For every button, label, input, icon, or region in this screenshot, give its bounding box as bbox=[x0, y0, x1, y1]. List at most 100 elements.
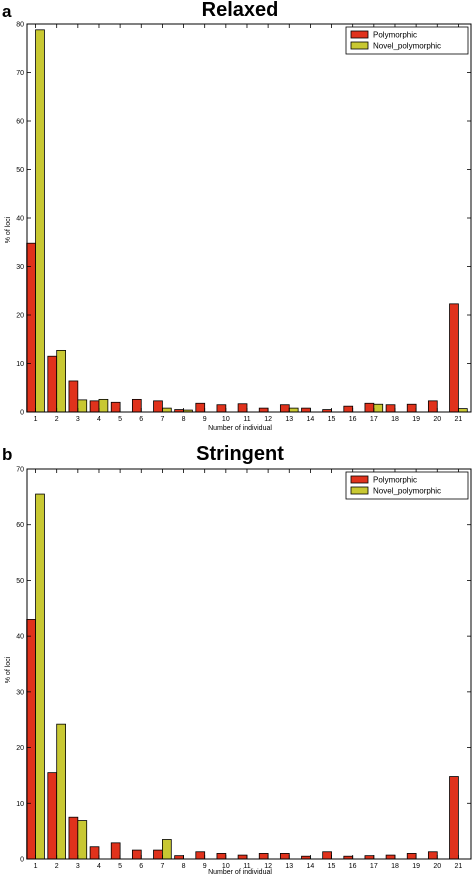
bar-polymorphic-10 bbox=[216, 404, 227, 413]
x-tick-label: 5 bbox=[118, 416, 122, 423]
y-tick-label: 30 bbox=[16, 264, 24, 271]
x-tick-label: 3 bbox=[76, 863, 80, 870]
chart-title-relaxed: Relaxed bbox=[202, 0, 279, 21]
bar-polymorphic-8 bbox=[174, 855, 184, 860]
bar-polymorphic-12 bbox=[258, 853, 269, 860]
x-tick-label: 19 bbox=[412, 863, 420, 870]
x-axis-label-relaxed: Number of individual bbox=[208, 425, 272, 432]
bar-polymorphic-14 bbox=[301, 407, 311, 413]
bar-novel-polymorphic-1 bbox=[35, 29, 45, 413]
x-tick-label: 21 bbox=[455, 863, 463, 870]
x-tick-label: 10 bbox=[222, 863, 230, 870]
y-axis-label-stringent: % of loci bbox=[5, 656, 12, 683]
x-tick-label: 4 bbox=[97, 416, 101, 423]
bar-polymorphic-11 bbox=[237, 854, 248, 860]
y-tick-label: 80 bbox=[16, 22, 24, 29]
x-tick-label: 6 bbox=[139, 416, 143, 423]
legend-swatch-novel-polymorphic bbox=[350, 41, 369, 50]
legend-swatch-polymorphic bbox=[350, 475, 369, 484]
x-tick-label: 18 bbox=[391, 863, 399, 870]
y-tick-label: 60 bbox=[16, 522, 24, 529]
bar-polymorphic-9 bbox=[195, 851, 206, 860]
bar-polymorphic-18 bbox=[385, 404, 396, 413]
x-tick-label: 1 bbox=[34, 416, 38, 423]
bar-polymorphic-4 bbox=[89, 846, 100, 860]
bar-polymorphic-2 bbox=[47, 772, 58, 860]
x-tick-label: 7 bbox=[160, 416, 164, 423]
bar-polymorphic-15 bbox=[322, 851, 332, 860]
y-tick-label: 40 bbox=[16, 216, 24, 223]
bar-polymorphic-10 bbox=[216, 853, 227, 860]
x-tick-label: 5 bbox=[118, 863, 122, 870]
y-tick-label: 10 bbox=[16, 361, 24, 368]
x-tick-label: 10 bbox=[222, 416, 230, 423]
x-tick-label: 19 bbox=[412, 416, 420, 423]
panel-letter-a: a bbox=[2, 2, 12, 21]
bar-polymorphic-19 bbox=[406, 403, 417, 413]
y-tick-label: 70 bbox=[16, 70, 24, 77]
x-tick-label: 7 bbox=[160, 863, 164, 870]
x-tick-label: 12 bbox=[264, 863, 272, 870]
legend-swatch-novel-polymorphic bbox=[350, 486, 369, 495]
x-tick-label: 20 bbox=[433, 863, 441, 870]
x-axis-label-stringent: Number of individual bbox=[208, 869, 272, 876]
plot-frame bbox=[26, 23, 472, 413]
y-tick-label: 50 bbox=[16, 167, 24, 174]
y-axis-label-relaxed: % of loci bbox=[5, 216, 12, 243]
bar-novel-polymorphic-3 bbox=[77, 820, 88, 860]
x-tick-label: 18 bbox=[391, 416, 399, 423]
bar-polymorphic-21 bbox=[449, 303, 459, 413]
bar-polymorphic-3 bbox=[68, 380, 79, 413]
x-tick-label: 16 bbox=[349, 863, 357, 870]
bar-polymorphic-7 bbox=[153, 849, 163, 860]
bar-polymorphic-20 bbox=[427, 400, 438, 413]
legend-label-novel-polymorphic: Novel_polymorphic bbox=[373, 487, 441, 496]
x-tick-label: 2 bbox=[55, 416, 59, 423]
x-tick-label: 21 bbox=[455, 416, 463, 423]
bar-novel-polymorphic-2 bbox=[56, 723, 66, 860]
bar-polymorphic-18 bbox=[385, 854, 396, 860]
bar-polymorphic-2 bbox=[47, 355, 58, 413]
panel-stringent: b Stringent Number of individual % of lo… bbox=[2, 443, 472, 876]
y-tick-label: 50 bbox=[16, 578, 24, 585]
bar-polymorphic-20 bbox=[427, 851, 438, 860]
x-tick-label: 14 bbox=[307, 863, 315, 870]
x-tick-label: 6 bbox=[139, 863, 143, 870]
y-tick-label: 20 bbox=[16, 313, 24, 320]
plot-frame bbox=[26, 468, 472, 860]
panel-letter-b: b bbox=[2, 445, 12, 464]
bar-polymorphic-3 bbox=[68, 816, 79, 860]
y-tick-label: 40 bbox=[16, 634, 24, 641]
bar-polymorphic-13 bbox=[279, 853, 290, 860]
bar-polymorphic-17 bbox=[364, 855, 375, 860]
bar-polymorphic-6 bbox=[131, 398, 142, 413]
bar-polymorphic-16 bbox=[343, 405, 354, 413]
x-tick-label: 20 bbox=[433, 416, 441, 423]
chart-title-stringent: Stringent bbox=[196, 443, 284, 465]
x-tick-label: 1 bbox=[34, 863, 38, 870]
y-tick-label: 0 bbox=[20, 857, 24, 864]
bar-polymorphic-19 bbox=[406, 853, 417, 860]
x-tick-label: 3 bbox=[76, 416, 80, 423]
x-tick-label: 2 bbox=[55, 863, 59, 870]
y-tick-label: 10 bbox=[16, 801, 24, 808]
x-tick-label: 17 bbox=[370, 863, 378, 870]
y-tick-label: 0 bbox=[20, 410, 24, 417]
bar-novel-polymorphic-3 bbox=[77, 399, 88, 413]
x-tick-label: 13 bbox=[285, 416, 293, 423]
x-tick-label: 8 bbox=[182, 416, 186, 423]
bar-polymorphic-4 bbox=[89, 400, 100, 413]
bar-polymorphic-12 bbox=[258, 407, 269, 413]
bar-polymorphic-1 bbox=[26, 619, 36, 860]
legend-swatch-polymorphic bbox=[350, 30, 369, 39]
bar-polymorphic-13 bbox=[279, 404, 290, 413]
bar-polymorphic-6 bbox=[131, 849, 142, 860]
x-tick-label: 12 bbox=[264, 416, 272, 423]
x-tick-label: 15 bbox=[328, 863, 336, 870]
x-tick-label: 11 bbox=[243, 863, 250, 870]
x-tick-label: 11 bbox=[243, 416, 250, 423]
x-tick-label: 17 bbox=[370, 416, 378, 423]
y-tick-label: 30 bbox=[16, 689, 24, 696]
bar-polymorphic-1 bbox=[26, 242, 36, 413]
